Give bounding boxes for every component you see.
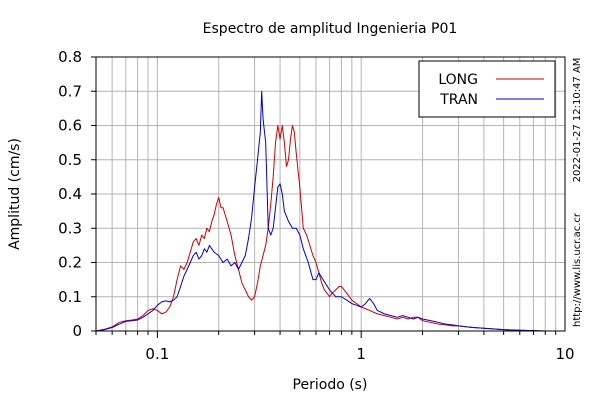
- y-axis-title: Amplitud (cm/s): [7, 138, 23, 250]
- y-tick-label: 0.4: [58, 185, 82, 203]
- x-tick-label: 1: [356, 345, 366, 363]
- y-tick-label: 0.8: [58, 48, 82, 66]
- y-tick-label: 0.2: [58, 254, 82, 272]
- legend-label-tran: TRAN: [439, 92, 478, 108]
- timestamp-label: 2022-01-27 12:10:47 AM: [572, 58, 583, 183]
- y-tick-label: 0.5: [58, 151, 82, 169]
- y-axis-ticks: 0 0.1 0.2 0.3 0.4 0.5 0.6 0.7 0.8: [58, 48, 96, 340]
- series-line-long: [95, 125, 565, 332]
- y-tick-label: 0.3: [58, 219, 82, 237]
- legend-box: [418, 60, 556, 118]
- y-tick-label: 0.7: [58, 82, 82, 100]
- chart-title: Espectro de amplitud Ingenieria P01: [203, 21, 458, 37]
- legend: LONG TRAN: [418, 60, 556, 118]
- legend-label-long: LONG: [438, 72, 478, 88]
- x-axis-title: Periodo (s): [293, 377, 368, 393]
- x-tick-label: 0.1: [145, 345, 169, 363]
- x-tick-label: 10: [555, 345, 574, 363]
- y-tick-label: 0.6: [58, 117, 82, 135]
- y-tick-label: 0: [72, 322, 82, 340]
- series-line-tran: [95, 90, 565, 332]
- x-axis-ticks: 0.1 1 10: [95, 331, 575, 363]
- series-layer: [95, 90, 565, 332]
- grid: [95, 56, 565, 332]
- url-label: http://www.lis.ucr.ac.cr: [572, 212, 583, 327]
- y-tick-label: 0.1: [58, 288, 82, 306]
